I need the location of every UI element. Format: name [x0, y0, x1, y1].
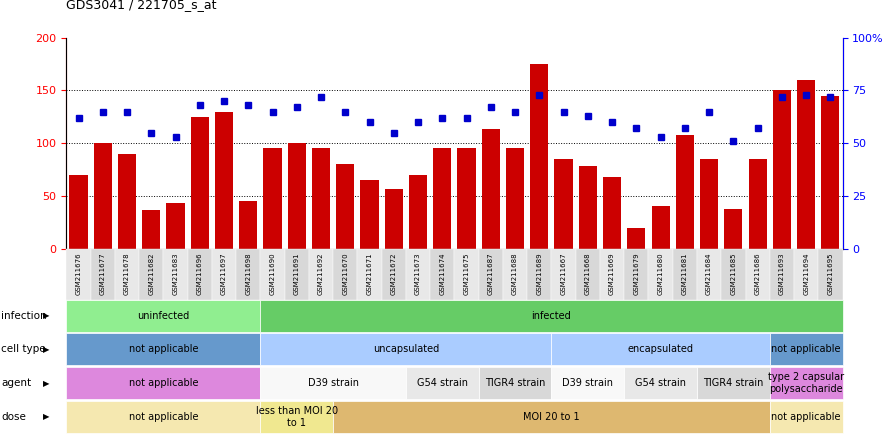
Bar	[336, 164, 354, 249]
Text: uninfected: uninfected	[137, 311, 189, 321]
Bar	[797, 80, 815, 249]
Text: MOI 20 to 1: MOI 20 to 1	[523, 412, 580, 422]
Bar	[579, 166, 597, 249]
Text: GSM211669: GSM211669	[609, 253, 615, 296]
Text: GSM211672: GSM211672	[391, 253, 396, 295]
Text: ▶: ▶	[42, 379, 49, 388]
Text: GSM211697: GSM211697	[221, 253, 227, 296]
Text: less than MOI 20
to 1: less than MOI 20 to 1	[256, 406, 338, 428]
Text: infection: infection	[1, 311, 47, 321]
Bar	[627, 228, 645, 249]
Text: GSM211682: GSM211682	[149, 253, 154, 295]
Bar	[264, 148, 281, 249]
Text: GSM211680: GSM211680	[658, 253, 664, 296]
Text: GSM211681: GSM211681	[681, 253, 688, 296]
Text: GSM211676: GSM211676	[75, 253, 81, 296]
Text: GSM211685: GSM211685	[730, 253, 736, 295]
Bar	[821, 96, 840, 249]
Bar	[749, 159, 766, 249]
Bar	[434, 148, 451, 249]
Bar	[458, 148, 475, 249]
Text: ▶: ▶	[42, 412, 49, 421]
Bar	[481, 130, 500, 249]
Text: GSM211695: GSM211695	[827, 253, 834, 295]
Text: GSM211696: GSM211696	[196, 253, 203, 296]
Text: not applicable: not applicable	[772, 345, 841, 354]
Bar	[166, 203, 185, 249]
Bar	[215, 111, 233, 249]
Text: GSM211668: GSM211668	[585, 253, 591, 296]
Text: GSM211677: GSM211677	[100, 253, 105, 296]
Text: GSM211683: GSM211683	[173, 253, 179, 296]
Bar	[506, 148, 524, 249]
Bar	[142, 210, 160, 249]
Text: GDS3041 / 221705_s_at: GDS3041 / 221705_s_at	[66, 0, 217, 11]
Text: GSM211686: GSM211686	[755, 253, 760, 296]
Text: D39 strain: D39 strain	[562, 378, 613, 388]
Text: GSM211671: GSM211671	[366, 253, 373, 296]
Text: GSM211678: GSM211678	[124, 253, 130, 296]
Bar	[118, 154, 136, 249]
Text: GSM211693: GSM211693	[779, 253, 785, 296]
Bar	[239, 201, 258, 249]
Bar	[409, 175, 427, 249]
Bar	[190, 117, 209, 249]
Text: GSM211673: GSM211673	[415, 253, 421, 296]
Text: GSM211698: GSM211698	[245, 253, 251, 296]
Text: not applicable: not applicable	[128, 378, 198, 388]
Text: infected: infected	[532, 311, 572, 321]
Text: D39 strain: D39 strain	[308, 378, 358, 388]
Text: GSM211674: GSM211674	[439, 253, 445, 295]
Text: GSM211692: GSM211692	[318, 253, 324, 295]
Text: GSM211688: GSM211688	[512, 253, 518, 296]
Text: uncapsulated: uncapsulated	[373, 345, 439, 354]
Text: not applicable: not applicable	[128, 345, 198, 354]
Bar	[651, 206, 670, 249]
Text: G54 strain: G54 strain	[635, 378, 686, 388]
Bar	[69, 175, 88, 249]
Text: GSM211670: GSM211670	[342, 253, 349, 296]
Bar	[360, 180, 379, 249]
Text: encapsulated: encapsulated	[627, 345, 694, 354]
Text: ▶: ▶	[42, 345, 49, 354]
Bar	[385, 189, 403, 249]
Text: GSM211684: GSM211684	[706, 253, 712, 295]
Bar	[603, 177, 621, 249]
Text: cell type: cell type	[1, 345, 45, 354]
Bar	[312, 148, 330, 249]
Text: GSM211667: GSM211667	[560, 253, 566, 296]
Text: TIGR4 strain: TIGR4 strain	[704, 378, 764, 388]
Bar	[700, 159, 719, 249]
Bar	[555, 159, 573, 249]
Text: GSM211689: GSM211689	[536, 253, 543, 296]
Text: GSM211687: GSM211687	[488, 253, 494, 296]
Bar	[773, 91, 791, 249]
Text: GSM211694: GSM211694	[804, 253, 809, 295]
Text: GSM211679: GSM211679	[634, 253, 639, 296]
Bar	[676, 135, 694, 249]
Text: GSM211675: GSM211675	[464, 253, 470, 295]
Bar	[530, 64, 549, 249]
Text: G54 strain: G54 strain	[417, 378, 468, 388]
Text: type 2 capsular
polysaccharide: type 2 capsular polysaccharide	[768, 373, 844, 394]
Text: not applicable: not applicable	[772, 412, 841, 422]
Text: not applicable: not applicable	[128, 412, 198, 422]
Bar	[724, 209, 743, 249]
Bar	[288, 143, 306, 249]
Text: GSM211690: GSM211690	[270, 253, 275, 296]
Text: dose: dose	[1, 412, 26, 422]
Text: GSM211691: GSM211691	[294, 253, 300, 296]
Text: TIGR4 strain: TIGR4 strain	[485, 378, 545, 388]
Text: ▶: ▶	[42, 311, 49, 320]
Bar	[94, 143, 112, 249]
Text: agent: agent	[1, 378, 31, 388]
